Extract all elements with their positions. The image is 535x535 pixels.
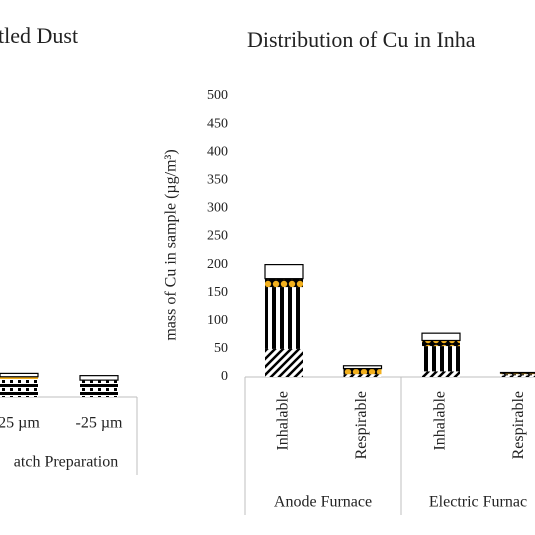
bar-segment bbox=[421, 332, 461, 342]
bar-segment bbox=[80, 380, 118, 397]
x-tick-label: 25 µm bbox=[0, 415, 40, 432]
bar-segment bbox=[265, 348, 303, 377]
bar-segment bbox=[422, 340, 460, 347]
y-tick-label: 150 bbox=[207, 285, 228, 300]
bar-segment bbox=[343, 368, 382, 375]
x-tick-label: Inhalable bbox=[432, 391, 449, 451]
x-tick-label: Respirable bbox=[510, 391, 527, 459]
group-label: atch Preparation bbox=[14, 454, 118, 471]
y-tick-label: 350 bbox=[207, 173, 228, 188]
y-tick-label: 50 bbox=[214, 341, 228, 356]
group-label: Electric Furnac bbox=[429, 494, 527, 511]
y-tick-label: 400 bbox=[207, 144, 228, 159]
bar-segment bbox=[422, 346, 460, 372]
bar-segment bbox=[500, 375, 535, 377]
y-tick-label: 300 bbox=[207, 201, 228, 216]
x-tick-label: Respirable bbox=[353, 391, 370, 459]
x-tick-label: -25 µm bbox=[76, 415, 124, 432]
x-tick-label: Inhalable bbox=[275, 391, 292, 451]
bar-segment bbox=[0, 379, 38, 397]
y-tick-label: 200 bbox=[207, 257, 228, 272]
bar-segment bbox=[500, 374, 535, 376]
group-label: Anode Furnace bbox=[274, 494, 372, 511]
bar-segment bbox=[264, 264, 304, 280]
bar-segment bbox=[499, 371, 535, 374]
y-tick-label: 100 bbox=[207, 313, 228, 328]
bar-segment bbox=[0, 376, 38, 380]
y-axis-label: mass of Cu in sample (µg/m³) bbox=[163, 149, 180, 340]
bar-segment bbox=[79, 375, 119, 381]
bar-segment bbox=[342, 365, 383, 370]
y-tick-label: 0 bbox=[221, 369, 228, 384]
chart-title: tled Dust bbox=[0, 23, 78, 48]
bar-segment bbox=[265, 287, 303, 349]
y-tick-label: 450 bbox=[207, 116, 228, 131]
y-tick-label: 500 bbox=[207, 88, 228, 103]
bar-segment bbox=[422, 371, 460, 377]
y-tick-label: 250 bbox=[207, 229, 228, 244]
bar-segment bbox=[0, 372, 39, 378]
bar-segment bbox=[265, 278, 303, 288]
chart-title: Distribution of Cu in Inha bbox=[247, 27, 476, 52]
bar-segment bbox=[343, 374, 382, 377]
